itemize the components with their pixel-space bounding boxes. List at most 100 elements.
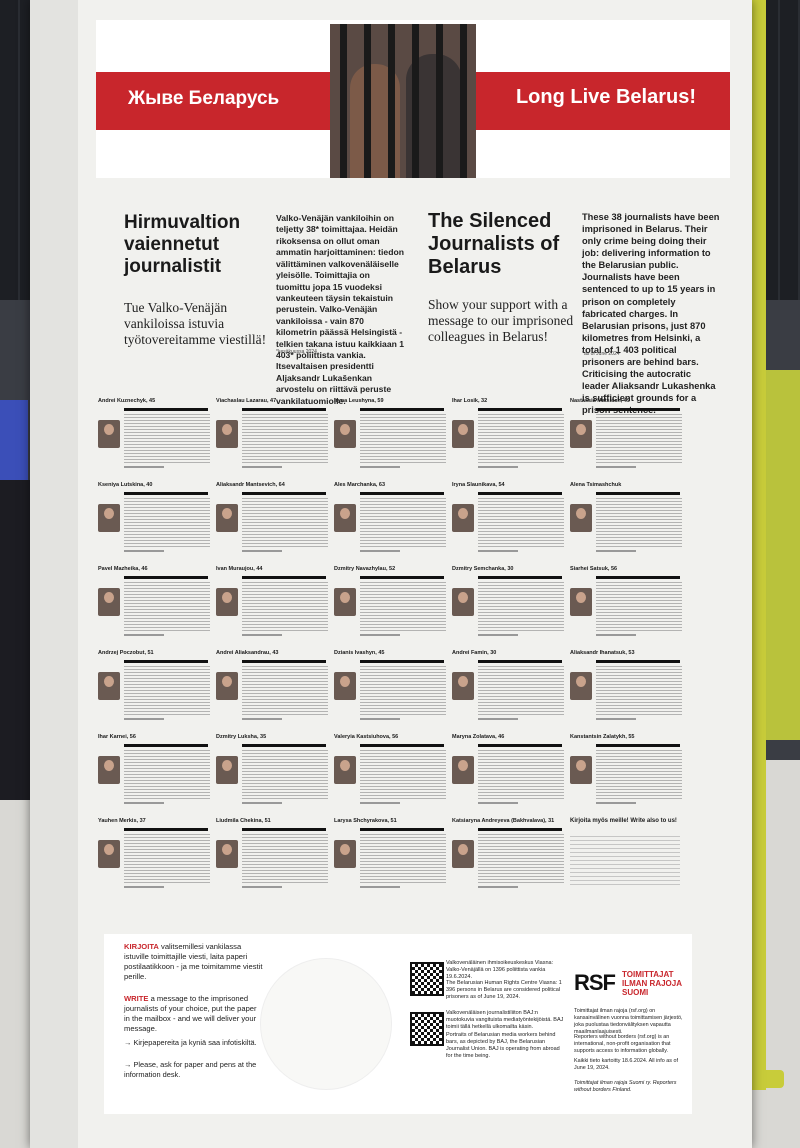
journalist-name: Ihar Losik, 32: [452, 398, 488, 404]
journalist-portrait: [216, 420, 238, 448]
journalist-portrait: [334, 672, 356, 700]
journalist-sentence-line: [242, 718, 282, 720]
journalist-name: Nastassia Matsiash, 49: [570, 398, 630, 404]
journalist-portrait: [216, 840, 238, 868]
english-note: *as of June 2024: [582, 351, 620, 357]
rsf-date: Kaikki tieto kartoitty 18.6.2024. All in…: [574, 1058, 678, 1072]
journalist-name: Aliaksandr Mantsevich, 64: [216, 482, 285, 488]
redaction-bar: [124, 492, 208, 495]
journalist-sentence-line: [124, 634, 164, 636]
journalist-sentence-line: [242, 550, 282, 552]
journalist-card: Ihar Karnei, 56: [96, 734, 214, 816]
write-to-us-label: Kirjoita myös meille! Write also to us!: [570, 818, 677, 824]
journalist-sentence-line: [478, 718, 518, 720]
journalist-card: Ivan Muraujou, 44: [214, 566, 332, 648]
write-to-us-text: [570, 836, 680, 886]
redaction-bar: [596, 576, 680, 579]
journalist-portrait: [98, 420, 120, 448]
journalist-card: Larysa Shchyrakova, 51: [332, 818, 450, 900]
redaction-bar: [360, 744, 444, 747]
journalist-card: Dzmitry Semchanka, 30: [450, 566, 568, 648]
background-person: [0, 480, 30, 800]
journalist-bio-text: [360, 666, 446, 716]
journalist-name: Siarhei Satsuk, 56: [570, 566, 618, 572]
redaction-bar: [478, 660, 562, 663]
journalist-portrait: [334, 756, 356, 784]
journalist-portrait: [452, 504, 474, 532]
journalist-name: Dzianis Ivashyn, 45: [334, 650, 385, 656]
journalist-sentence-line: [478, 802, 518, 804]
journalist-name: Dzmitry Navazhylau, 52: [334, 566, 396, 572]
redaction-bar: [242, 660, 326, 663]
bullet-en: → Please, ask for paper and pens at the …: [124, 1060, 257, 1079]
redaction-bar: [242, 828, 326, 831]
journalist-sentence-line: [124, 466, 164, 468]
journalist-card: Alena Tsimashchuk: [568, 482, 686, 564]
journalist-name: Yauhen Merkis, 37: [98, 818, 146, 824]
journalist-card: Ales Marchanka, 63: [332, 482, 450, 564]
journalist-bio-text: [242, 498, 328, 548]
journalist-bio-text: [596, 414, 682, 464]
instruction-en-text: a message to the imprisoned journalists …: [124, 994, 257, 1033]
redaction-bar: [478, 408, 562, 411]
qr-text-baj-fi: Valkovenäläisen journalistiliiton BAJ:n …: [446, 1010, 564, 1031]
journalist-card: Kseniya Lutskina, 40: [96, 482, 214, 564]
journalist-portrait: [334, 840, 356, 868]
poster-frame-edge: [30, 0, 78, 1148]
finnish-body: Valko-Venäjän vankiloihin on teljetty 38…: [276, 213, 405, 406]
journalist-name: Larysa Shchyrakova, 51: [334, 818, 397, 824]
instruction-fi-lead: KIRJOITA: [124, 942, 159, 951]
redaction-bar: [242, 408, 326, 411]
journalist-bio-text: [596, 498, 682, 548]
qr-text-viasna-en: The Belarusian Human Rights Centre Viasn…: [446, 980, 562, 1001]
journalist-name: Andrzej Poczobut, 51: [98, 650, 154, 656]
journalist-bio-text: [360, 834, 446, 884]
journalist-name: Ivan Muraujou, 44: [216, 566, 263, 572]
redaction-bar: [242, 492, 326, 495]
prisoners-photo: [330, 24, 476, 178]
finnish-note: *kesäkuussa 2024: [276, 349, 317, 355]
journalist-portrait: [334, 504, 356, 532]
journalist-bio-text: [124, 582, 210, 632]
redaction-bar: [124, 744, 208, 747]
english-title: The Silenced Journalists of Belarus: [428, 210, 560, 278]
redaction-bar: [360, 576, 444, 579]
prison-bar: [364, 24, 371, 178]
journalist-sentence-line: [360, 550, 400, 552]
journalist-sentence-line: [596, 466, 636, 468]
journalist-portrait: [216, 504, 238, 532]
journalist-portrait: [452, 588, 474, 616]
journalist-portrait: [452, 756, 474, 784]
journalist-portrait: [216, 588, 238, 616]
rsf-footer: Toimittajat ilman rajoja Suomi ry. Repor…: [574, 1080, 677, 1094]
write-message-panel: KIRJOITA valitsemillesi vankilassa istuv…: [104, 934, 692, 1114]
journalist-sentence-line: [242, 886, 282, 888]
journalist-name: Iryna Slaunikava, 54: [452, 482, 505, 488]
journalist-bio-text: [124, 750, 210, 800]
journalist-bio-text: [478, 750, 564, 800]
journalist-sentence-line: [124, 550, 164, 552]
journalist-bio-text: [242, 414, 328, 464]
english-body: These 38 journalists have been imprisone…: [582, 212, 720, 415]
finnish-subtitle: Tue Valko-Venäjän vankiloissa istuvia ty…: [124, 300, 267, 348]
journalist-card: Valeryia Kastsiuhova, 56: [332, 734, 450, 816]
journalist-card: Ihar Losik, 32: [450, 398, 568, 480]
qr-text-viasna-fi: Valkovenäläinen ihmisoikeuskeskus Viasna…: [446, 960, 554, 981]
journalist-card: Aliaksandr Ihanatsuk, 53: [568, 650, 686, 732]
journalist-bio-text: [242, 834, 328, 884]
redaction-bar: [478, 744, 562, 747]
journalist-sentence-line: [360, 466, 400, 468]
journalist-card: Iryna Slaunikava, 54: [450, 482, 568, 564]
journalist-portrait: [98, 588, 120, 616]
journalist-card: Maryna Zolatava, 46: [450, 734, 568, 816]
instruction-fi-text: valitsemillesi vankilassa istuville toim…: [124, 942, 263, 981]
journalist-card: Andrei Famin, 30: [450, 650, 568, 732]
journalist-sentence-line: [596, 718, 636, 720]
journalist-bio-text: [478, 414, 564, 464]
mailbox-slot: [260, 958, 392, 1090]
rsf-text-en: Reporters without borders (rsf.org) is a…: [574, 1034, 671, 1055]
journalist-sentence-line: [242, 802, 282, 804]
journalist-sentence-line: [360, 802, 400, 804]
journalist-name: Valeryia Kastsiuhova, 56: [334, 734, 399, 740]
english-subtitle: Show your support with a message to our …: [428, 297, 574, 345]
